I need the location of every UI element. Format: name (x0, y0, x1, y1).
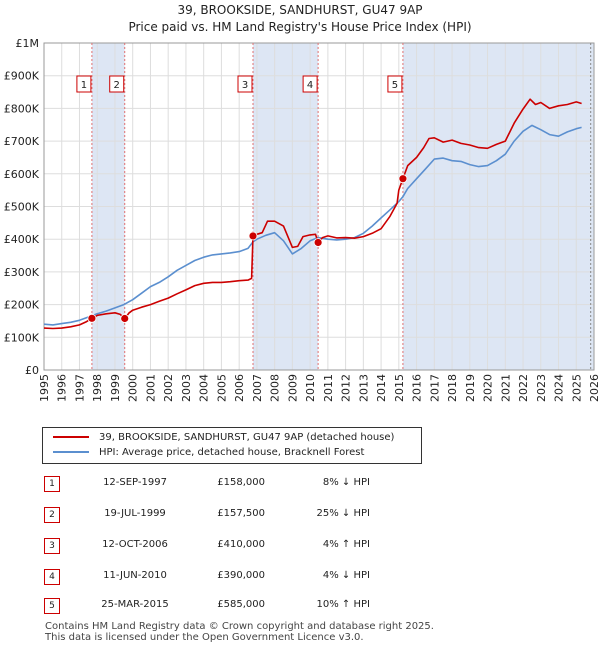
legend-item-property: 39, BROOKSIDE, SANDHURST, GU47 9AP (deta… (53, 431, 394, 445)
y-tick-label: £500K (4, 201, 40, 214)
sale-number-box (387, 75, 403, 93)
x-tick-label: 2020 (482, 374, 495, 402)
legend-swatch-hpi (53, 451, 89, 453)
x-tick-label: 1997 (73, 374, 86, 402)
property-price-line (43, 98, 582, 330)
x-tick-label: 2015 (393, 374, 406, 402)
price-chart: £0 £100K £200K £300K £400K £500K £600K £700K £80… (4, 37, 600, 402)
y-tick-label: £200K (4, 299, 40, 312)
x-tick-label: 2009 (286, 374, 299, 402)
sale-price: £585,000 (217, 599, 265, 610)
x-tick-label: 2001 (144, 374, 157, 402)
x-tick-label: 2007 (251, 374, 264, 402)
x-tick-label: 2017 (428, 374, 441, 402)
x-tick-label: 2010 (304, 374, 317, 402)
x-tick-label: 2023 (535, 374, 548, 402)
sale-price: £410,000 (217, 539, 265, 550)
legend-label-property: 39, BROOKSIDE, SANDHURST, GU47 9AP (deta… (99, 432, 395, 443)
sale-badge: 3 (44, 538, 60, 554)
sale-date: 12-SEP-1997 (103, 477, 167, 488)
x-tick-label: 2006 (233, 374, 246, 402)
x-tick-label: 2003 (180, 374, 193, 402)
y-tick-label: £100K (4, 331, 40, 344)
sale-date: 12-OCT-2006 (102, 539, 168, 550)
table-row: 4 11-JUN-2010 £390,000 4% ↓ HPI (0, 567, 600, 587)
sale-point (87, 313, 97, 323)
chart-legend: 39, BROOKSIDE, SANDHURST, GU47 9AP (deta… (42, 427, 422, 464)
sale-point (398, 174, 408, 184)
sale-badge: 1 (44, 476, 60, 492)
x-tick-label: 2012 (340, 374, 353, 402)
sale-badge: 4 (44, 569, 60, 585)
chart-title: 39, BROOKSIDE, SANDHURST, GU47 9AP (177, 3, 423, 17)
y-tick-label: £400K (4, 233, 40, 246)
sale-number-box (109, 75, 125, 93)
sale-hpi-diff: 8% ↓ HPI (322, 477, 370, 488)
sale-hpi-diff: 4% ↓ HPI (322, 570, 370, 581)
sale-number-box (237, 75, 253, 93)
x-tick-label: 2025 (570, 374, 583, 402)
sale-number-box (76, 75, 92, 93)
sale-price: £158,000 (217, 477, 265, 488)
sale-price: £390,000 (217, 570, 265, 581)
table-row: 5 25-MAR-2015 £585,000 10% ↑ HPI (0, 596, 600, 616)
x-tick-label: 2018 (446, 374, 459, 402)
x-tick-label: 1995 (38, 374, 51, 402)
y-tick-label: £0 (25, 364, 39, 377)
sale-number-label: 1 (81, 80, 87, 91)
chart-subtitle: Price paid vs. HM Land Registry's House … (128, 20, 472, 34)
table-row: 2 19-JUL-1999 £157,500 25% ↓ HPI (0, 505, 600, 525)
footer-licence: This data is licensed under the Open Gov… (45, 632, 364, 643)
x-tick-label: 2004 (198, 374, 211, 402)
x-tick-label: 2008 (269, 374, 282, 402)
hpi-line (43, 124, 582, 326)
footer: Contains HM Land Registry data © Crown c… (45, 621, 434, 643)
sale-hpi-diff: 4% ↑ HPI (322, 539, 370, 550)
sale-number-label: 3 (242, 80, 248, 91)
sale-number-box (302, 75, 318, 93)
legend-item-hpi: HPI: Average price, detached house, Brac… (53, 446, 364, 460)
x-tick-label: 2016 (411, 374, 424, 402)
y-tick-label: £700K (4, 135, 40, 148)
sale-hpi-diff: 25% ↓ HPI (316, 508, 370, 519)
x-tick-label: 1999 (109, 374, 122, 402)
x-tick-label: 1998 (91, 374, 104, 402)
table-row: 3 12-OCT-2006 £410,000 4% ↑ HPI (0, 536, 600, 556)
sale-hpi-diff: 10% ↑ HPI (316, 599, 370, 610)
sale-date: 25-MAR-2015 (101, 599, 169, 610)
y-tick-label: £800K (4, 102, 40, 115)
table-row: 1 12-SEP-1997 £158,000 8% ↓ HPI (0, 474, 600, 494)
x-tick-label: 2002 (162, 374, 175, 402)
x-tick-label: 1996 (56, 374, 69, 402)
legend-swatch-property (53, 436, 89, 438)
plot-frame (43, 42, 595, 371)
sale-price: £157,500 (217, 508, 265, 519)
sale-number-label: 5 (392, 80, 398, 91)
x-tick-label: 2024 (553, 374, 566, 402)
x-tick-label: 2000 (127, 374, 140, 402)
x-tick-label: 2005 (215, 374, 228, 402)
y-tick-label: £1M (16, 37, 40, 50)
sale-badge: 5 (44, 598, 60, 614)
sale-date: 11-JUN-2010 (103, 570, 167, 581)
legend-label-hpi: HPI: Average price, detached house, Brac… (99, 447, 365, 458)
sale-point (313, 238, 323, 247)
x-tick-label: 2022 (517, 374, 530, 402)
sale-number-label: 2 (114, 80, 120, 91)
x-tick-label: 2019 (464, 374, 477, 402)
x-tick-label: 2014 (375, 374, 388, 402)
sale-number-label: 4 (307, 80, 313, 91)
x-tick-label: 2013 (357, 374, 370, 402)
sale-point (120, 314, 130, 323)
y-tick-label: £600K (4, 168, 40, 181)
x-tick-label: 2021 (499, 374, 512, 402)
y-tick-label: £300K (4, 266, 40, 279)
sale-badge: 2 (44, 507, 60, 523)
footer-copyright: Contains HM Land Registry data © Crown c… (45, 621, 434, 632)
x-tick-label: 2026 (588, 374, 600, 402)
x-tick-label: 2011 (322, 374, 335, 402)
sale-point (248, 231, 258, 241)
sale-date: 19-JUL-1999 (104, 508, 166, 519)
y-tick-label: £900K (4, 70, 40, 83)
